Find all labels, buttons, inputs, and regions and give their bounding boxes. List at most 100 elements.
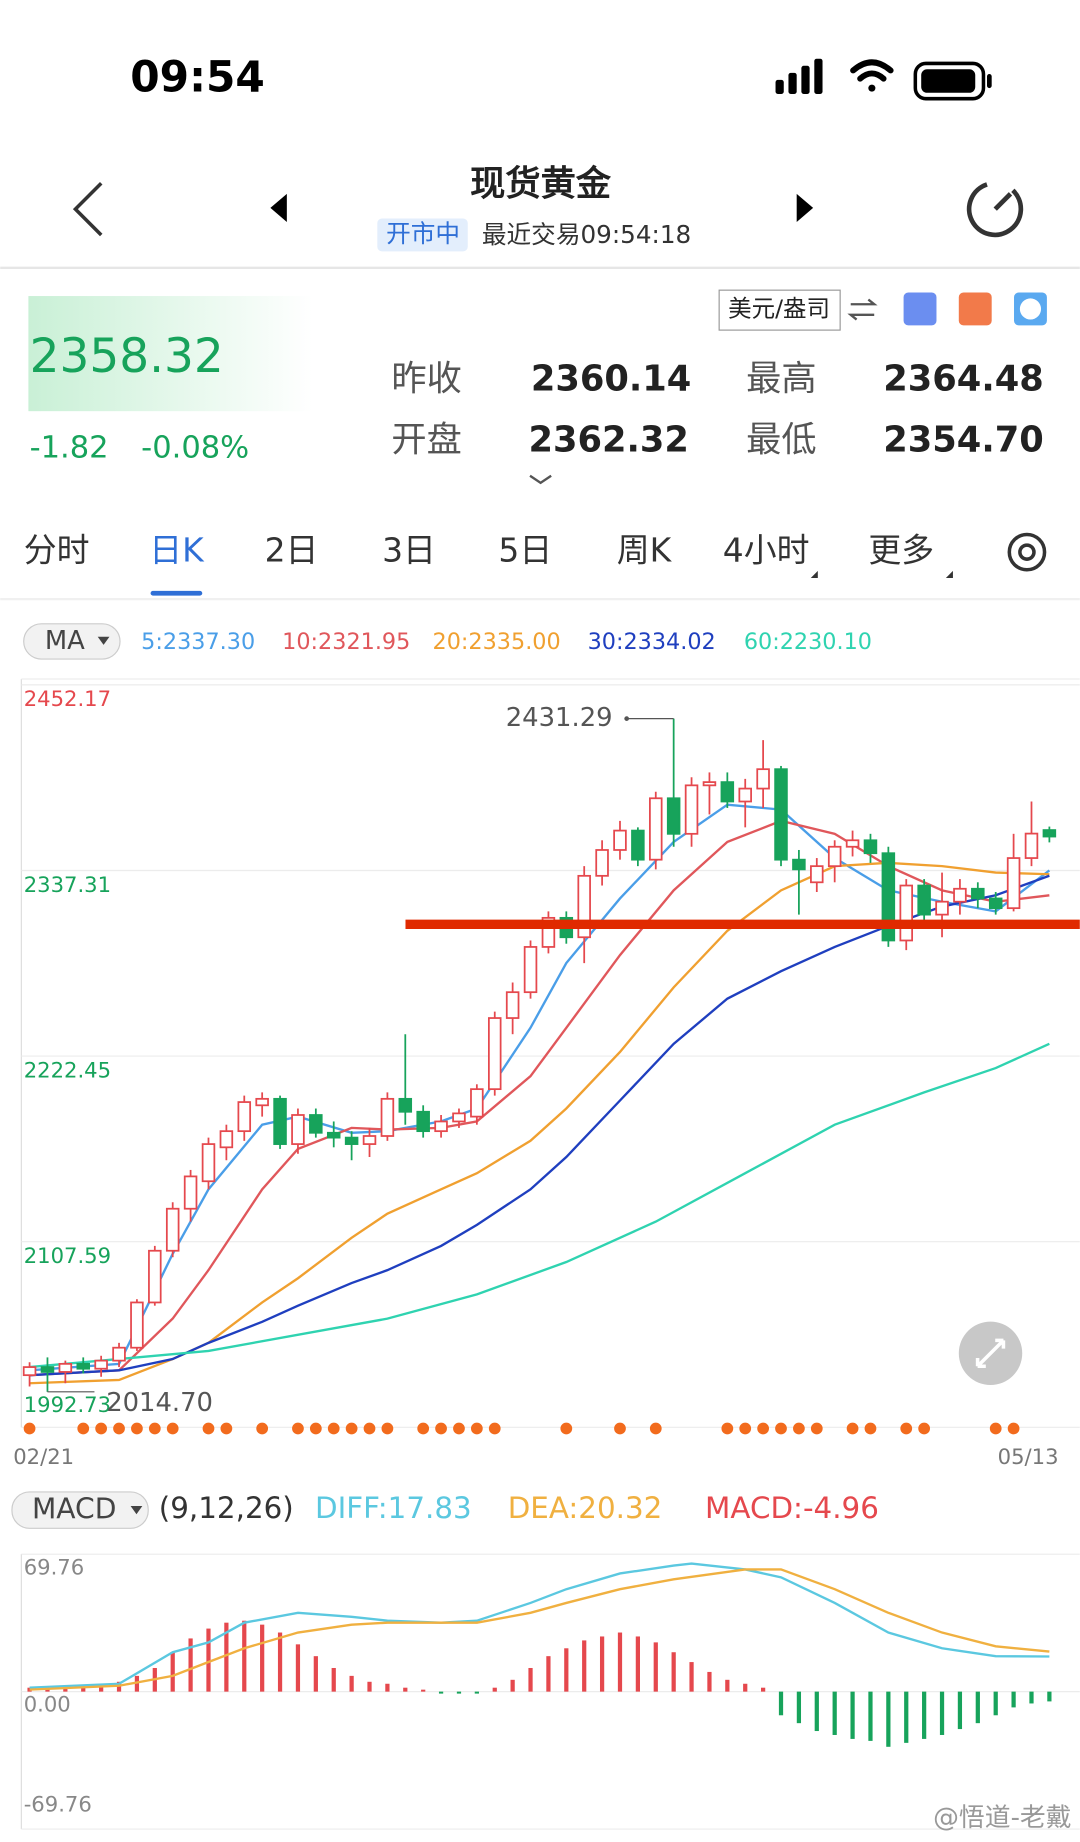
- tab-indicator: [150, 590, 203, 596]
- candle-body: [362, 1135, 377, 1145]
- macd-bar: [81, 1685, 86, 1692]
- x-tick-label: 05/13: [998, 1444, 1059, 1469]
- swap-icon[interactable]: [847, 298, 878, 321]
- tab[interactable]: 分时: [24, 531, 90, 570]
- tab[interactable]: 更多: [868, 531, 934, 570]
- macd-bar: [170, 1652, 175, 1692]
- unit: 美元/盎司: [728, 295, 830, 323]
- high-label: 2431.29: [506, 703, 613, 733]
- tool-icon[interactable]: [903, 292, 937, 326]
- signal-dot: [793, 1422, 805, 1435]
- wifi-icon: [850, 59, 894, 92]
- candle-body: [738, 787, 752, 803]
- signal-dot: [918, 1422, 931, 1435]
- tab[interactable]: 2日: [265, 531, 319, 570]
- y-tick-label: 2107.59: [24, 1243, 111, 1268]
- unit-box[interactable]: [718, 289, 841, 331]
- back-button[interactable]: [72, 182, 103, 237]
- legend-item: 5:2337.30: [141, 629, 255, 655]
- indicator-button[interactable]: [23, 623, 121, 660]
- y-tick-label: 2222.45: [24, 1057, 111, 1082]
- tab[interactable]: 3日: [382, 531, 436, 570]
- y-tick-label: 1992.73: [24, 1392, 111, 1417]
- expand-chevron[interactable]: [529, 474, 552, 485]
- macd-bar: [886, 1691, 891, 1747]
- signal-dot: [166, 1422, 179, 1435]
- macd-bar: [993, 1691, 998, 1716]
- signal-dot: [757, 1422, 769, 1435]
- tab[interactable]: 日K: [149, 531, 205, 570]
- field-label: 开盘: [391, 420, 461, 461]
- field-value: 2364.48: [883, 359, 1043, 400]
- macd-bar: [707, 1671, 712, 1692]
- next-button[interactable]: [796, 193, 814, 223]
- indicator-button[interactable]: [11, 1491, 149, 1529]
- change: -1.82: [30, 430, 109, 465]
- candle-body: [130, 1301, 144, 1349]
- candle-body: [971, 887, 985, 900]
- refresh-button[interactable]: [966, 182, 1024, 238]
- field-label: 最低: [746, 420, 816, 461]
- indicator-name: MA: [45, 626, 85, 656]
- indicator-params: (9,12,26): [159, 1491, 294, 1525]
- signal-dot: [810, 1422, 823, 1435]
- macd-bar: [832, 1691, 837, 1735]
- candle-body: [810, 865, 824, 884]
- macd-bar: [313, 1656, 318, 1692]
- candle-body: [58, 1362, 73, 1373]
- signal-dot: [256, 1422, 269, 1435]
- signal-dot: [775, 1422, 787, 1435]
- ma-line: [29, 861, 1050, 1385]
- tab[interactable]: 4小时: [723, 531, 810, 570]
- legend-item: 20:2335.00: [433, 629, 561, 655]
- candle-body: [1042, 829, 1057, 838]
- macd-bar: [850, 1691, 855, 1739]
- dropdown-arrow: [130, 1506, 143, 1515]
- field-value: 2354.70: [883, 420, 1043, 461]
- legend-item: DIFF:17.83: [315, 1491, 472, 1525]
- signal-dot: [95, 1422, 108, 1435]
- candle-body: [273, 1097, 287, 1145]
- signal-dot: [77, 1422, 90, 1435]
- macd-bar: [868, 1691, 873, 1741]
- candle-body: [326, 1131, 341, 1139]
- fullscreen-button[interactable]: [958, 1321, 1023, 1386]
- signal-dot: [864, 1422, 877, 1435]
- candle-body: [953, 887, 967, 903]
- candle-body: [148, 1249, 162, 1304]
- signal-icon: [775, 58, 823, 94]
- indicator-name: MACD: [32, 1493, 117, 1526]
- status-time: 09:54: [130, 52, 265, 101]
- candle-body: [1024, 832, 1039, 859]
- candle-body: [881, 852, 896, 942]
- tool-icon[interactable]: [958, 292, 992, 326]
- legend: DIFF:17.83 DEA:20.32 MACD:-4.96: [315, 1491, 879, 1525]
- legend: 5:2337.30 10:2321.95 20:2335.00 30:2334.02 6…: [141, 629, 872, 655]
- candle-body: [291, 1114, 305, 1145]
- signal-dot: [220, 1422, 233, 1435]
- prev-button[interactable]: [270, 193, 287, 223]
- settings-button[interactable]: [1007, 532, 1047, 572]
- macd-bar: [385, 1683, 390, 1692]
- candle-body: [309, 1114, 323, 1134]
- candle-body: [505, 991, 520, 1019]
- macd-bar: [957, 1691, 963, 1730]
- candle-body: [792, 858, 806, 871]
- signal-dot: [721, 1422, 734, 1435]
- macd-bar: [671, 1652, 676, 1692]
- field-value: 2362.32: [528, 420, 688, 461]
- macd-bar: [367, 1681, 372, 1692]
- signal-dot: [381, 1422, 394, 1435]
- y-tick-label: -69.76: [24, 1792, 92, 1817]
- tab[interactable]: 5日: [498, 531, 552, 570]
- candle-body: [434, 1120, 448, 1133]
- candle-body: [201, 1143, 216, 1183]
- ma-line: [29, 874, 1050, 1377]
- candle-body: [666, 797, 681, 835]
- tab[interactable]: 周K: [617, 531, 673, 570]
- high-dot: [624, 716, 630, 721]
- candle-body: [40, 1366, 55, 1373]
- candle-body: [183, 1175, 198, 1210]
- candle-body: [935, 900, 949, 916]
